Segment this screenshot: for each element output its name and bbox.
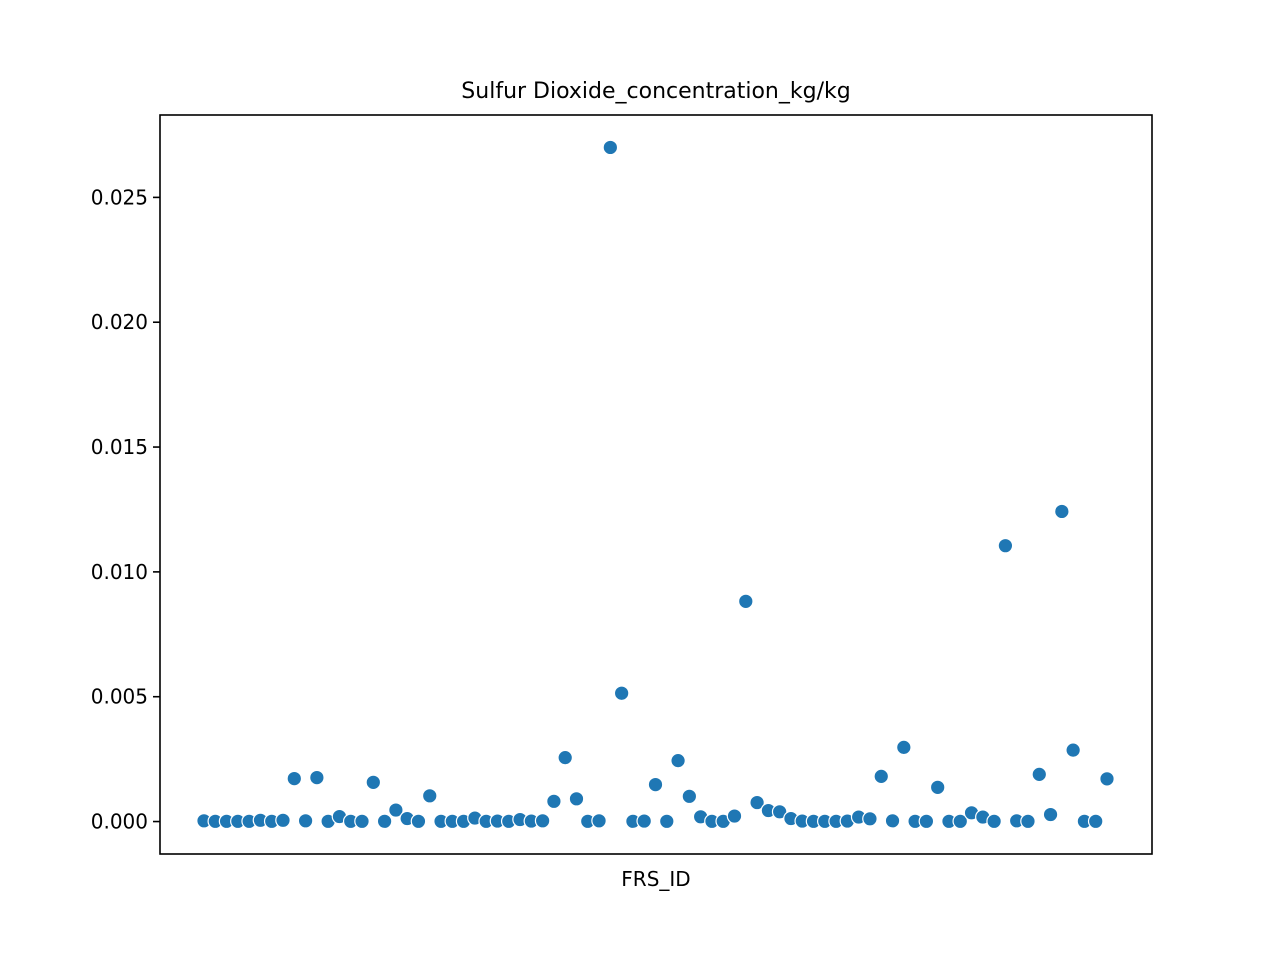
scatter-point [737, 593, 754, 610]
scatter-point [297, 812, 314, 829]
chart-title: Sulfur Dioxide_concentration_kg/kg [461, 79, 850, 104]
plot-area-frame [159, 114, 1153, 855]
scatter-point [929, 779, 946, 796]
scatter-point [658, 813, 675, 830]
scatter-point [568, 791, 585, 807]
scatter-point [1054, 503, 1070, 520]
y-tick-label: 0.010 [91, 560, 148, 584]
y-tick-label: 0.005 [91, 685, 148, 709]
scatter-point [376, 813, 393, 830]
scatter-point [896, 739, 912, 756]
scatter-point [1031, 766, 1048, 783]
y-axis-ticks: 0.000 0.005 0.010 0.015 0.020 0.025 [91, 185, 160, 834]
scatter-point [726, 808, 743, 824]
scatter-point [873, 768, 890, 785]
scatter-point [546, 793, 562, 810]
scatter-point [670, 752, 686, 769]
scatter-point [421, 788, 438, 804]
scatter-point [354, 813, 370, 830]
scatter-point [918, 813, 935, 830]
scatter-point [952, 813, 969, 830]
scatter-point [365, 774, 382, 791]
scatter-point [410, 813, 427, 830]
scatter-point [884, 812, 901, 829]
y-tick-label: 0.020 [91, 310, 148, 334]
x-axis-label: FRS_ID [621, 867, 690, 891]
scatter-point [557, 749, 573, 766]
scatter-point [771, 804, 788, 820]
scatter-point [1020, 813, 1036, 830]
scatter-point [1042, 806, 1059, 823]
scatter-point [681, 788, 698, 805]
scatter-point [1099, 771, 1115, 787]
scatter-point [997, 537, 1014, 554]
scatter-point [613, 685, 630, 702]
scatter-point [1087, 813, 1104, 830]
scatter-point [275, 812, 291, 829]
scatter-point [636, 813, 653, 829]
scatter-point [862, 810, 878, 827]
scatter-point [749, 794, 765, 811]
scatter-point [534, 812, 551, 829]
scatter-point [602, 139, 619, 156]
y-tick-label: 0.025 [91, 185, 148, 209]
scatter-point [309, 769, 325, 786]
data-points [196, 139, 1115, 830]
y-tick-label: 0.000 [91, 810, 148, 834]
scatter-point [647, 776, 664, 793]
scatter-point [591, 812, 607, 829]
scatter-point [986, 813, 1002, 830]
scatter-point [286, 770, 303, 787]
scatter-point [1065, 742, 1081, 758]
scatter-point [388, 802, 404, 818]
y-tick-label: 0.015 [91, 435, 148, 459]
